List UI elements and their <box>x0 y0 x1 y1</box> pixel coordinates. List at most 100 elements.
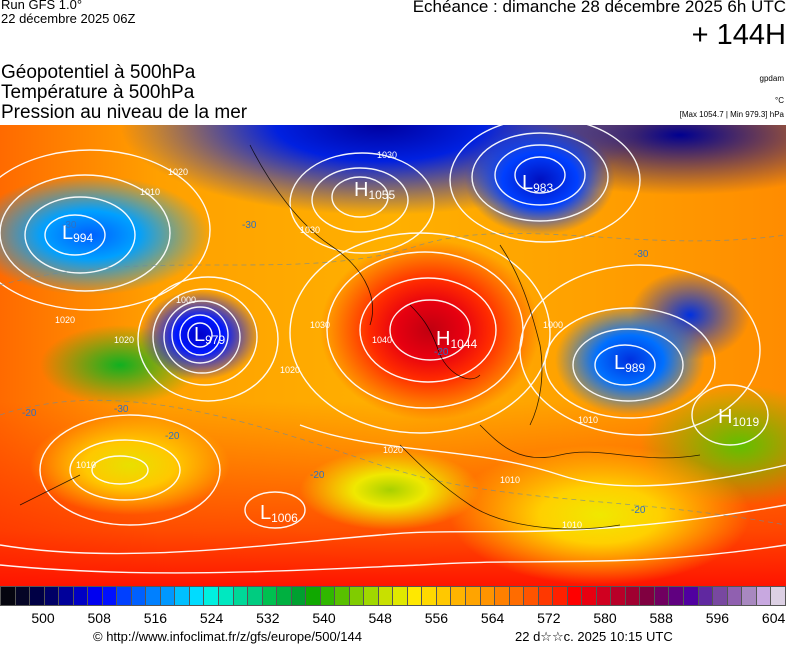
title-pressure: Pression au niveau de la mer <box>1 102 248 123</box>
colorbar-cell <box>669 586 684 606</box>
colorbar-cell <box>160 586 176 606</box>
colorbar-cell <box>117 586 132 606</box>
isobar-label: 1010 <box>76 460 97 470</box>
temperature-label: -20 <box>165 431 180 442</box>
colorbar-cell <box>654 586 670 606</box>
colorbar-tick-label: 500 <box>31 610 55 626</box>
unit-temperature: °C <box>775 96 784 105</box>
run-label: Run GFS 1.0° <box>1 0 83 12</box>
colorbar-cell <box>713 586 728 606</box>
colorbar-tick-label: 540 <box>312 610 336 626</box>
unit-geopotential: gpdam <box>759 74 784 83</box>
temperature-label: -20 <box>631 505 646 516</box>
weather-map: L994 H1055 L983 L979 H1044 L989 H1019 L1… <box>0 125 786 586</box>
colorbar-cell <box>625 586 641 606</box>
generated-timestamp: 22 d☆☆c. 2025 10:15 UTC <box>515 629 673 644</box>
temperature-label: -20 <box>434 347 449 358</box>
colorbar-tick-label: 572 <box>537 610 561 626</box>
colorbar-cell <box>277 586 292 606</box>
isobar-label: 1000 <box>543 320 564 330</box>
isobar-label: 1020 <box>114 335 135 345</box>
colorbar-cell <box>393 586 408 606</box>
colorbar-tick-label: 580 <box>593 610 617 626</box>
colorbar-cell <box>15 586 31 606</box>
colorbar-cell <box>306 586 321 606</box>
pressure-center-low: L983 <box>522 172 554 195</box>
isobar-label: 1020 <box>280 365 301 375</box>
colorbar-cell <box>466 586 481 606</box>
colorbar-cell <box>248 586 263 606</box>
isobar-label: 1010 <box>140 187 161 197</box>
colorbar-cell <box>451 586 466 606</box>
colorbar-cell <box>422 586 437 606</box>
isobar-label: 1010 <box>500 475 521 485</box>
colorbar-cell <box>538 586 554 606</box>
colorbar-cell <box>131 586 147 606</box>
pressure-range: [Max 1054.7 | Min 979.3] hPa <box>679 110 784 119</box>
colorbar-cell <box>698 586 714 606</box>
colorbar-tick-label: 604 <box>761 610 786 626</box>
forecast-valid-time: Echéance : dimanche 28 décembre 2025 6h … <box>412 0 786 16</box>
colorbar-cell <box>262 586 278 606</box>
colorbar-cell <box>59 586 74 606</box>
isobar-label: 1020 <box>55 315 76 325</box>
geopotential-colorbar <box>0 586 786 606</box>
pressure-center-high: H1019 <box>718 406 760 429</box>
temperature-label: -20 <box>310 470 325 481</box>
colorbar-tick-label: 532 <box>256 610 280 626</box>
colorbar-tick-label: 524 <box>199 610 224 626</box>
title-temperature: Température à 500hPa <box>1 82 195 103</box>
isobar-label: 1030 <box>300 225 321 235</box>
colorbar-cell <box>495 586 510 606</box>
isobar-label: 1010 <box>578 415 599 425</box>
colorbar-cell <box>204 586 219 606</box>
run-date: 22 décembre 2025 06Z <box>1 11 136 26</box>
colorbar-tick-label: 564 <box>480 610 505 626</box>
temperature-label: -20 <box>22 408 37 419</box>
colorbar-cell <box>189 586 205 606</box>
isobar-label: 1030 <box>377 150 398 160</box>
colorbar-tick-label: 516 <box>143 610 168 626</box>
pressure-center-low: L979 <box>194 324 226 347</box>
colorbar-cell <box>640 586 655 606</box>
isobars-overlay <box>0 125 786 574</box>
colorbar-cell <box>30 586 45 606</box>
colorbar-tick-label: 548 <box>368 610 392 626</box>
isobar-label: 1020 <box>383 445 404 455</box>
colorbar-cell <box>756 586 772 606</box>
temperature-label: -30 <box>114 404 129 415</box>
temperature-label: -30 <box>634 249 649 260</box>
colorbar-cell <box>364 586 379 606</box>
isobar-label: 1000 <box>176 295 197 305</box>
lead-time: + 144H <box>691 19 786 51</box>
colorbar-tick-label: 596 <box>705 610 730 626</box>
colorbar-cell <box>146 586 161 606</box>
colorbar-cell <box>88 586 103 606</box>
colorbar-cell <box>102 586 118 606</box>
colorbar-cell <box>378 586 394 606</box>
colorbar-tick-label: 588 <box>649 610 673 626</box>
colorbar-cell <box>218 586 234 606</box>
colorbar-tick-label: 508 <box>87 610 111 626</box>
colorbar-cell <box>233 586 249 606</box>
colorbar-cell <box>349 586 365 606</box>
colorbar-cell <box>582 586 597 606</box>
isobar-label: 1010 <box>562 520 583 530</box>
colorbar-cell <box>480 586 496 606</box>
colorbar-cell <box>291 586 307 606</box>
colorbar-cell <box>509 586 525 606</box>
colorbar-cell <box>524 586 539 606</box>
colorbar-cell <box>44 586 60 606</box>
colorbar-cell <box>436 586 452 606</box>
colorbar-cell <box>567 586 583 606</box>
colorbar-cell <box>611 586 626 606</box>
colorbar-cell <box>771 586 786 606</box>
isobar-label: 1020 <box>168 167 189 177</box>
colorbar-cell <box>320 586 336 606</box>
colorbar-cell <box>335 586 350 606</box>
colorbar-cell <box>73 586 89 606</box>
colorbar-tick-label: 556 <box>424 610 449 626</box>
pressure-center-low: L994 <box>62 222 94 245</box>
temperature-label: -30 <box>242 220 257 231</box>
title-geopotential: Géopotentiel à 500hPa <box>1 62 196 83</box>
